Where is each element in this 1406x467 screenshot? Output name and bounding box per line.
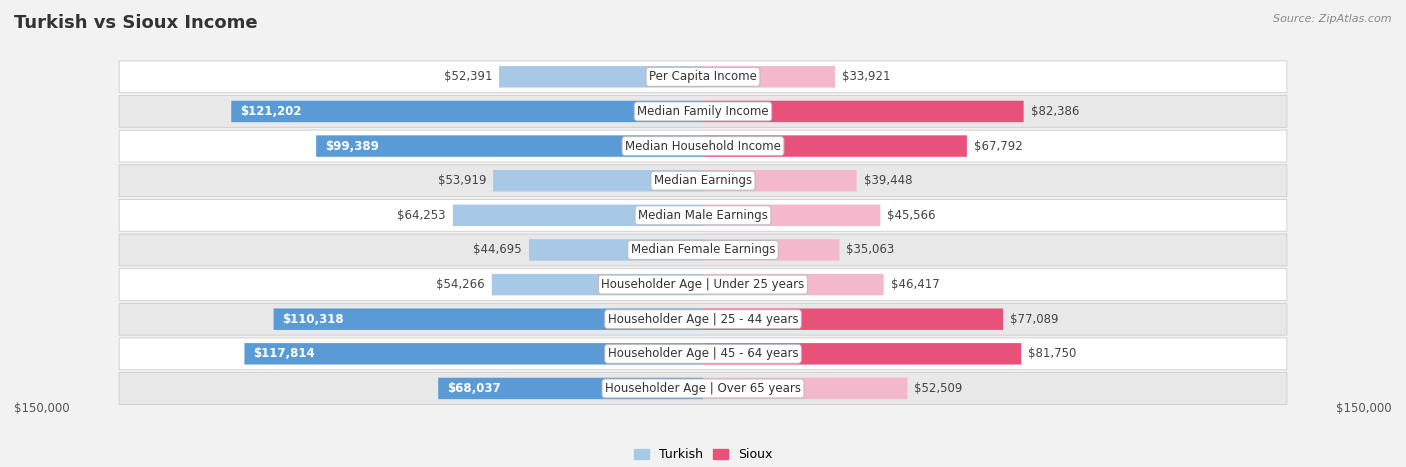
FancyBboxPatch shape	[703, 309, 1002, 330]
Text: $77,089: $77,089	[1010, 313, 1059, 325]
Text: $150,000: $150,000	[14, 402, 70, 415]
FancyBboxPatch shape	[439, 378, 703, 399]
FancyBboxPatch shape	[316, 135, 703, 157]
Legend: Turkish, Sioux: Turkish, Sioux	[634, 448, 772, 461]
FancyBboxPatch shape	[529, 239, 703, 261]
FancyBboxPatch shape	[703, 274, 883, 295]
Text: Median Family Income: Median Family Income	[637, 105, 769, 118]
FancyBboxPatch shape	[274, 309, 703, 330]
Text: $44,695: $44,695	[474, 243, 522, 256]
Text: Median Household Income: Median Household Income	[626, 140, 780, 153]
FancyBboxPatch shape	[703, 101, 1024, 122]
FancyBboxPatch shape	[703, 170, 856, 191]
Text: Median Female Earnings: Median Female Earnings	[631, 243, 775, 256]
Text: Median Male Earnings: Median Male Earnings	[638, 209, 768, 222]
Text: $81,750: $81,750	[1028, 347, 1077, 361]
Text: $45,566: $45,566	[887, 209, 936, 222]
Text: $67,792: $67,792	[974, 140, 1022, 153]
Text: $46,417: $46,417	[890, 278, 939, 291]
Text: $117,814: $117,814	[253, 347, 315, 361]
Text: $82,386: $82,386	[1031, 105, 1078, 118]
Text: $53,919: $53,919	[437, 174, 486, 187]
FancyBboxPatch shape	[703, 135, 967, 157]
FancyBboxPatch shape	[120, 130, 1286, 162]
Text: Source: ZipAtlas.com: Source: ZipAtlas.com	[1274, 14, 1392, 24]
Text: $52,391: $52,391	[443, 71, 492, 83]
FancyBboxPatch shape	[703, 378, 907, 399]
Text: $54,266: $54,266	[436, 278, 485, 291]
FancyBboxPatch shape	[453, 205, 703, 226]
Text: $35,063: $35,063	[846, 243, 894, 256]
Text: $110,318: $110,318	[283, 313, 344, 325]
Text: $64,253: $64,253	[398, 209, 446, 222]
FancyBboxPatch shape	[120, 303, 1286, 335]
FancyBboxPatch shape	[703, 239, 839, 261]
FancyBboxPatch shape	[703, 66, 835, 87]
Text: $39,448: $39,448	[863, 174, 912, 187]
FancyBboxPatch shape	[120, 338, 1286, 370]
Text: Householder Age | 45 - 64 years: Householder Age | 45 - 64 years	[607, 347, 799, 361]
FancyBboxPatch shape	[120, 165, 1286, 197]
FancyBboxPatch shape	[120, 199, 1286, 231]
Text: Householder Age | Under 25 years: Householder Age | Under 25 years	[602, 278, 804, 291]
FancyBboxPatch shape	[245, 343, 703, 365]
FancyBboxPatch shape	[120, 61, 1286, 93]
Text: Per Capita Income: Per Capita Income	[650, 71, 756, 83]
Text: $150,000: $150,000	[1336, 402, 1392, 415]
FancyBboxPatch shape	[231, 101, 703, 122]
FancyBboxPatch shape	[703, 205, 880, 226]
Text: Householder Age | 25 - 44 years: Householder Age | 25 - 44 years	[607, 313, 799, 325]
FancyBboxPatch shape	[494, 170, 703, 191]
FancyBboxPatch shape	[499, 66, 703, 87]
Text: Median Earnings: Median Earnings	[654, 174, 752, 187]
Text: Householder Age | Over 65 years: Householder Age | Over 65 years	[605, 382, 801, 395]
Text: $33,921: $33,921	[842, 71, 890, 83]
Text: Turkish vs Sioux Income: Turkish vs Sioux Income	[14, 14, 257, 32]
FancyBboxPatch shape	[703, 343, 1021, 365]
Text: $52,509: $52,509	[914, 382, 963, 395]
FancyBboxPatch shape	[120, 96, 1286, 127]
Text: $68,037: $68,037	[447, 382, 501, 395]
Text: $99,389: $99,389	[325, 140, 378, 153]
Text: $121,202: $121,202	[240, 105, 301, 118]
FancyBboxPatch shape	[120, 373, 1286, 404]
FancyBboxPatch shape	[120, 234, 1286, 266]
FancyBboxPatch shape	[492, 274, 703, 295]
FancyBboxPatch shape	[120, 269, 1286, 300]
